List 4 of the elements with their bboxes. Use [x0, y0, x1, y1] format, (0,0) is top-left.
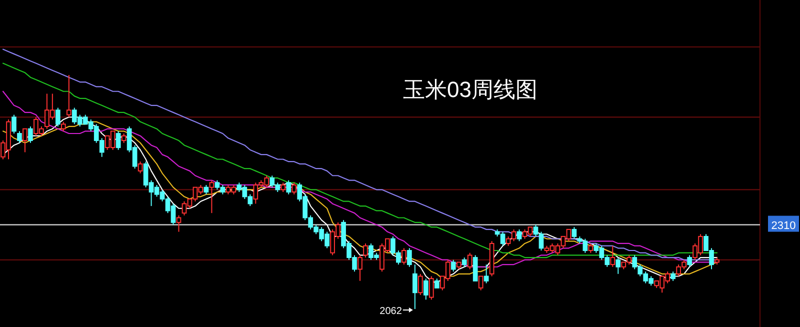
chart-title: 玉米03周线图: [403, 77, 538, 102]
annotation: 2062: [380, 306, 402, 317]
candlestick: [412, 264, 418, 310]
text: 2310: [771, 220, 796, 232]
